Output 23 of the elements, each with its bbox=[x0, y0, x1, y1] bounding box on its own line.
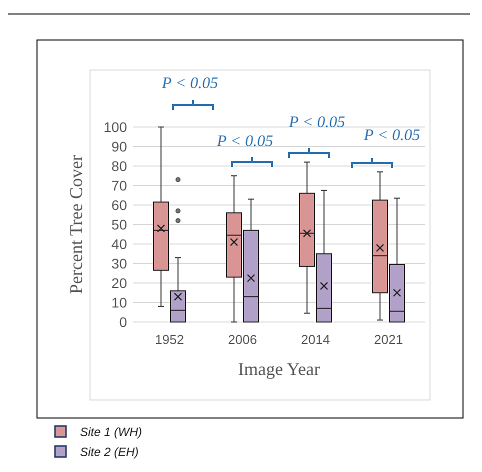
y-axis-title: Percent Tree Cover bbox=[66, 155, 86, 294]
x-tick-label: 2006 bbox=[228, 332, 257, 347]
y-tick-label: 60 bbox=[111, 196, 128, 213]
y-tick-label: 70 bbox=[111, 177, 128, 194]
text: P < 0.05 bbox=[160, 75, 218, 92]
annotation: P < 0.05 bbox=[288, 114, 346, 131]
x-axis-title: Image Year bbox=[238, 359, 320, 379]
x-tick-label: 2021 bbox=[374, 332, 403, 347]
x-tick-label: 1952 bbox=[155, 332, 184, 347]
legend-label: Site 2 (EH) bbox=[80, 445, 139, 459]
annotation: P < 0.05 bbox=[362, 127, 420, 144]
y-tick-label: 80 bbox=[111, 158, 128, 174]
y-tick-label: 20 bbox=[111, 274, 128, 291]
y-tick-label: 10 bbox=[111, 294, 128, 310]
y-tick-label: 90 bbox=[111, 138, 128, 154]
annotation: P < 0.05 bbox=[216, 133, 274, 150]
y-tick-label: 40 bbox=[111, 236, 128, 252]
y-tick-label: 50 bbox=[111, 216, 128, 232]
legend-label: Site 1 (WH) bbox=[80, 425, 142, 439]
y-tick-label: 100 bbox=[104, 118, 128, 135]
y-tick-label: 0 bbox=[119, 314, 128, 330]
x-tick-label: 2014 bbox=[301, 332, 330, 347]
y-tick-label: 30 bbox=[111, 255, 128, 272]
